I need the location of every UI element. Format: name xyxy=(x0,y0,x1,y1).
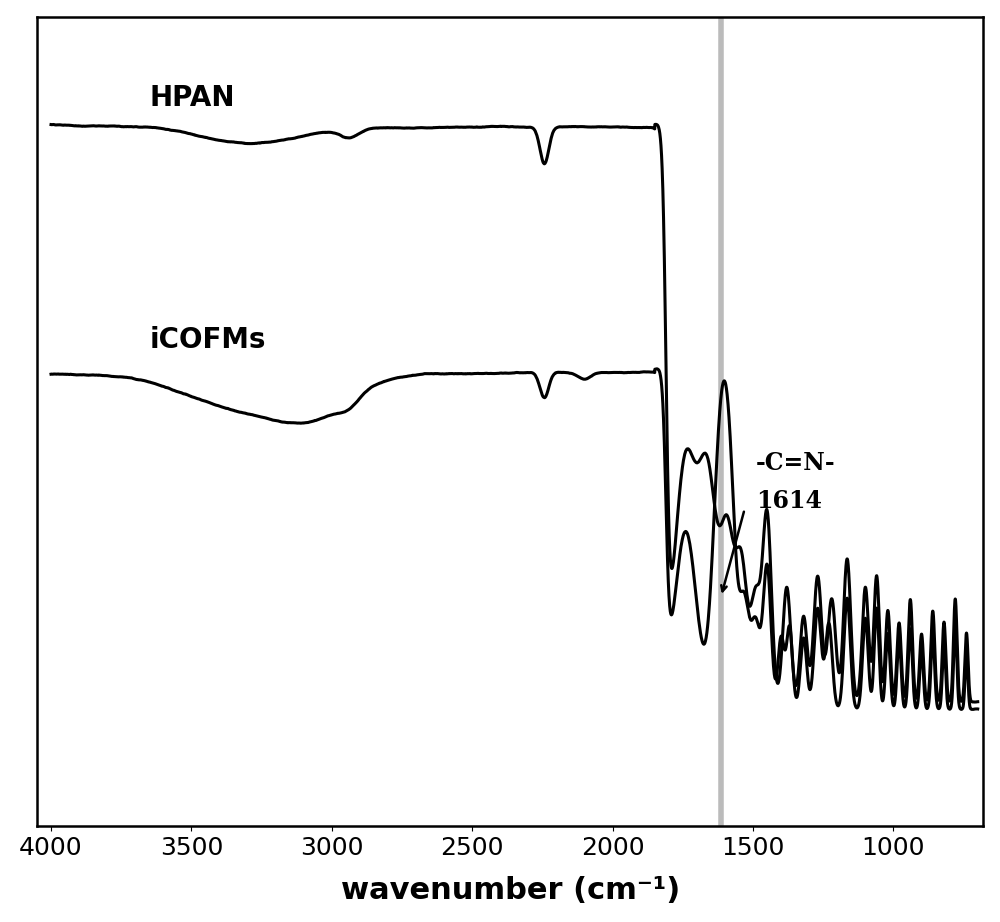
X-axis label: wavenumber (cm⁻¹): wavenumber (cm⁻¹) xyxy=(341,876,680,905)
Text: iCOFMs: iCOFMs xyxy=(149,326,266,354)
Text: HPAN: HPAN xyxy=(149,84,235,112)
Text: -C=N-: -C=N- xyxy=(756,451,835,475)
Text: 1614: 1614 xyxy=(756,489,822,513)
